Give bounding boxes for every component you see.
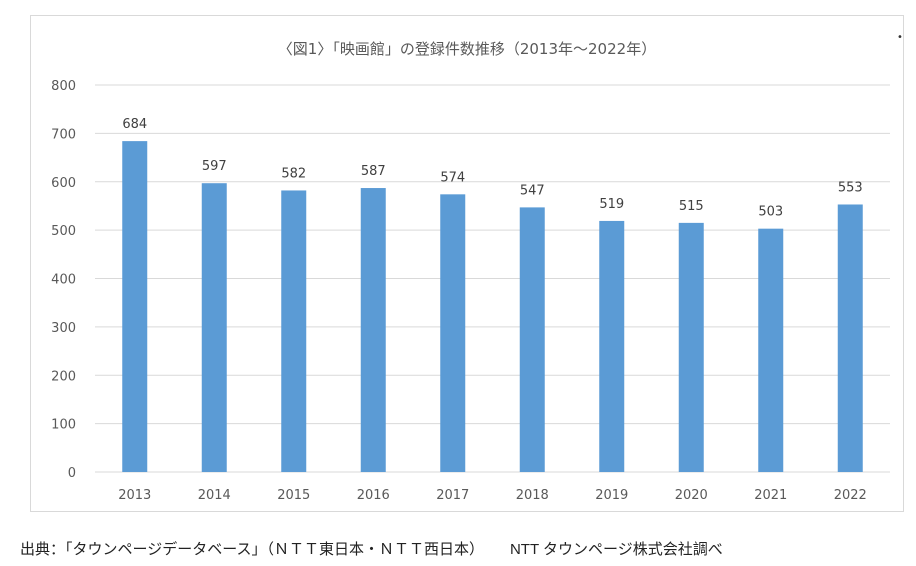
y-tick-label-400: 400 <box>51 273 76 288</box>
y-tick-label-200: 200 <box>51 369 76 384</box>
data-label-2015: 582 <box>281 166 306 181</box>
y-axis-ticks: 0 100 200 300 400 500 600 700 800 <box>51 79 76 481</box>
data-label-2014: 597 <box>202 159 227 174</box>
source-note: 出典：「タウンページデータベース」（ＮＴＴ東日本・ＮＴＴ西日本） NTT タウンペ… <box>20 538 900 559</box>
y-tick-label-300: 300 <box>51 321 76 336</box>
y-tick-label-700: 700 <box>51 127 76 142</box>
data-label-2016: 587 <box>361 164 386 179</box>
bar-2017 <box>440 194 466 472</box>
x-tick-label-2021: 2021 <box>754 488 787 503</box>
x-axis-ticks: 2013 2014 2015 2016 2017 2018 2019 2020 2021 2022 <box>118 488 867 503</box>
source-text: 出典：「タウンページデータベース」（ＮＴＴ東日本・ＮＴＴ西日本） <box>20 540 484 558</box>
data-label-2017: 574 <box>440 170 465 185</box>
y-tick-label-0: 0 <box>68 466 76 481</box>
bar-2022 <box>837 204 863 472</box>
bar-2018 <box>519 207 545 473</box>
x-tick-label-2020: 2020 <box>675 488 708 503</box>
data-labels: 684 597 582 587 574 547 519 515 503 553 <box>122 117 862 220</box>
y-tick-label-500: 500 <box>51 224 76 239</box>
x-tick-label-2018: 2018 <box>516 488 549 503</box>
y-tick-label-600: 600 <box>51 176 76 191</box>
x-tick-label-2016: 2016 <box>357 488 390 503</box>
x-tick-label-2017: 2017 <box>436 488 469 503</box>
x-tick-label-2013: 2013 <box>118 488 151 503</box>
bar-chart: 0 100 200 300 400 500 600 700 800 684 597 582 587 57… <box>51 79 890 503</box>
y-tick-label-800: 800 <box>51 79 76 94</box>
source-credit: NTT タウンページ株式会社調べ <box>509 541 723 558</box>
data-label-2021: 503 <box>758 205 783 220</box>
x-tick-label-2015: 2015 <box>277 488 310 503</box>
bar-2019 <box>599 220 625 472</box>
chart-title: 〈図1〉「映画館」の登録件数推移（2013年～2022年） <box>277 40 657 58</box>
data-label-2019: 519 <box>599 197 624 212</box>
bar-2021 <box>758 228 784 472</box>
data-label-2022: 553 <box>838 180 863 195</box>
data-label-2013: 684 <box>122 117 147 132</box>
x-tick-label-2022: 2022 <box>834 488 867 503</box>
bar-2020 <box>678 222 704 472</box>
data-label-2018: 547 <box>520 183 545 198</box>
bars <box>122 141 863 473</box>
bar-2015 <box>281 190 307 472</box>
data-label-2020: 515 <box>679 199 704 214</box>
gridlines <box>95 84 890 473</box>
bar-2016 <box>360 188 386 472</box>
bar-2013 <box>122 141 148 473</box>
x-tick-label-2019: 2019 <box>595 488 628 503</box>
corner-dot: • <box>897 32 903 43</box>
y-tick-label-100: 100 <box>51 418 76 433</box>
bar-2014 <box>201 183 227 473</box>
x-tick-label-2014: 2014 <box>198 488 231 503</box>
